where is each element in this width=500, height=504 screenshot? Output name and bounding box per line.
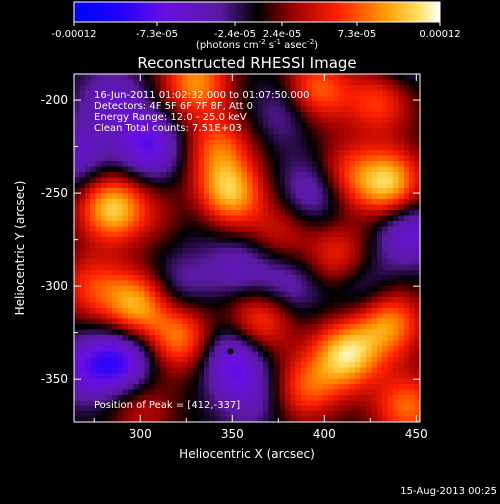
y-tick-label: -250 — [41, 186, 68, 200]
y-tick-label: -300 — [41, 279, 68, 293]
peak-marker — [227, 348, 234, 355]
annotation-line: Detectors: 4F 5F 6F 7F 8F, Att 0 — [94, 101, 253, 112]
colorbar-unit-label: (photons cm-2 s-1 asec-2) — [196, 38, 318, 51]
y-tick-label: -200 — [41, 93, 68, 107]
annotations: 16-Jun-2011 01:02:32.000 to 01:07:50.000… — [94, 90, 310, 134]
annotation-line: Energy Range: 12.0 - 25.0 keV — [94, 112, 247, 123]
annotation-line: Clean Total counts: 7.51E+03 — [94, 123, 242, 134]
axis-ticks: 300 350 400 450 -200 -250 -300 -350 — [41, 74, 428, 441]
chart-title: Reconstructed RHESSI Image — [137, 54, 356, 72]
footer-date: 15-Aug-2013 00:25 — [400, 486, 497, 497]
y-tick-label: -350 — [41, 372, 68, 386]
x-tick-label: 350 — [221, 427, 244, 441]
annotation-line: 16-Jun-2011 01:02:32.000 to 01:07:50.000 — [94, 90, 310, 101]
colorbar-tick-label: 2.4e-05 — [263, 29, 301, 40]
colorbar-tick-label: -2.4e-05 — [214, 29, 256, 40]
x-tick-label: 400 — [313, 427, 336, 441]
colorbar-tick-label: 7.3e-05 — [338, 29, 376, 40]
colorbar-tick-label: 0.00012 — [419, 29, 460, 40]
y-axis-label: Heliocentric Y (arcsec) — [13, 181, 27, 316]
colorbar-tick-label: -0.00012 — [52, 29, 97, 40]
colorbar-ticks: -0.00012 -7.3e-05 -2.4e-05 2.4e-05 7.3e-05 0.… — [52, 22, 461, 40]
heatmap-image — [74, 74, 420, 422]
colorbar — [73, 1, 441, 23]
peak-position-label: Position of Peak = [412,-337] — [94, 400, 240, 411]
colorbar-tick-label: -7.3e-05 — [136, 29, 178, 40]
x-tick-label: 450 — [405, 427, 428, 441]
x-tick-label: 300 — [129, 427, 152, 441]
plot-frame — [73, 73, 421, 423]
x-axis-label: Heliocentric X (arcsec) — [179, 447, 315, 461]
